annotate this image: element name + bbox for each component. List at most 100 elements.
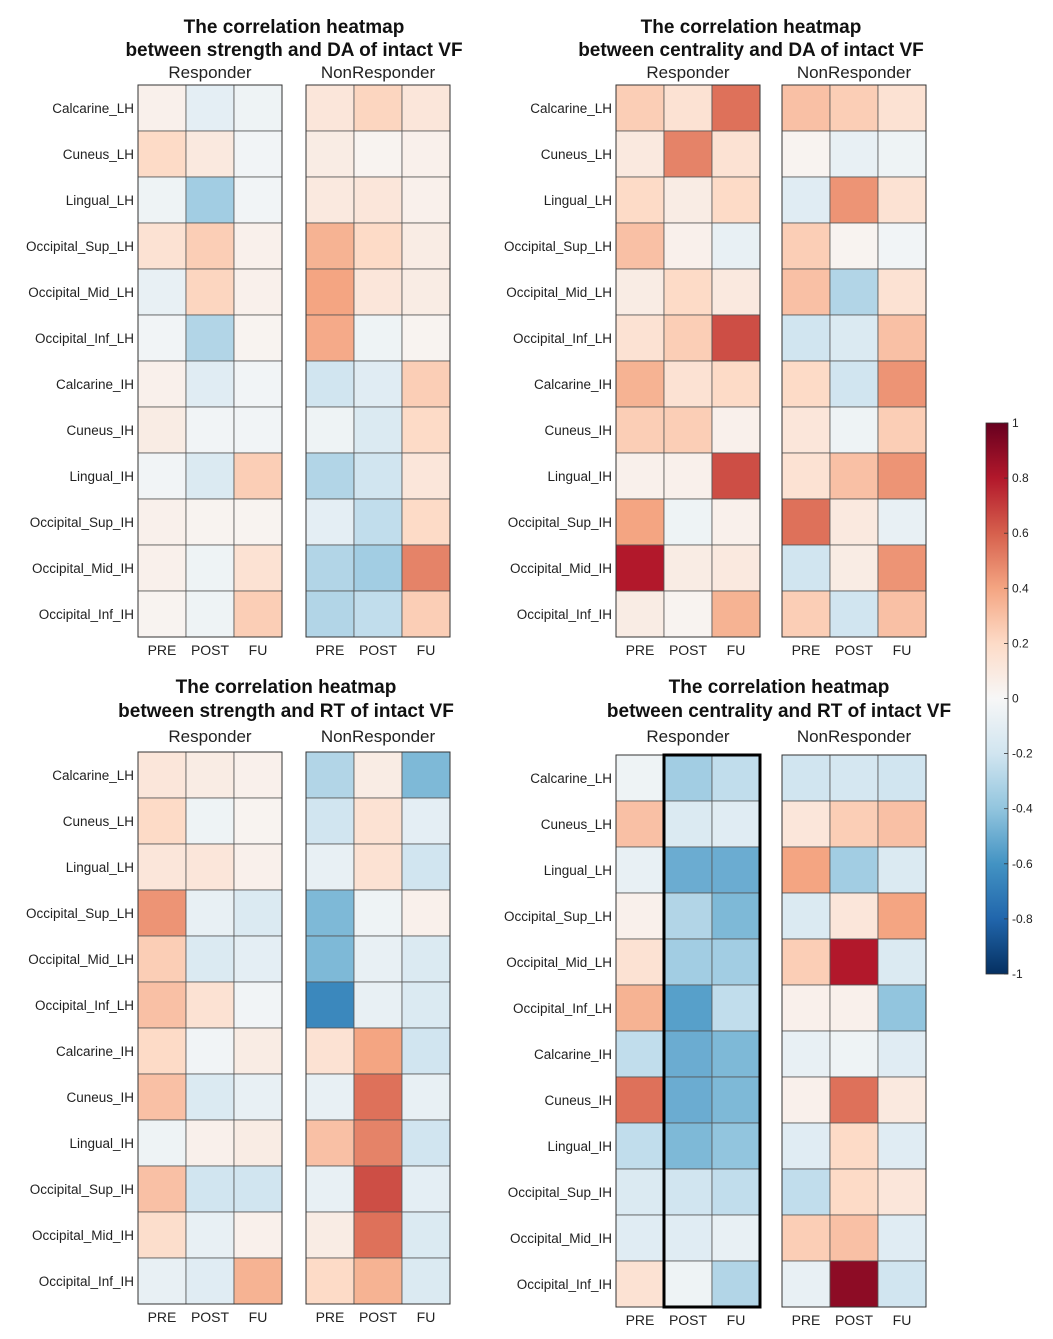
panel-title-line2: between strength and RT of intact VF bbox=[118, 701, 454, 722]
heatmap-cell bbox=[781, 892, 831, 940]
heatmap-cell bbox=[185, 268, 235, 316]
heatmap-cell bbox=[137, 797, 187, 845]
heatmap-cell bbox=[711, 360, 761, 408]
heatmap-cell bbox=[711, 800, 761, 848]
heatmap-cell bbox=[137, 1073, 187, 1121]
heatmap-cell bbox=[711, 984, 761, 1032]
row-label: Lingual_IH bbox=[69, 1136, 134, 1151]
heatmap-cell bbox=[877, 800, 927, 848]
heatmap-cell bbox=[401, 981, 451, 1029]
heatmap-cell bbox=[663, 84, 713, 132]
heatmap-cell bbox=[233, 889, 283, 937]
heatmap-cell bbox=[615, 452, 665, 500]
heatmap-cell bbox=[353, 935, 403, 983]
panel-title-line2: between centrality and DA of intact VF bbox=[578, 40, 924, 61]
heatmap-cell bbox=[353, 1073, 403, 1121]
column-label: PRE bbox=[148, 642, 177, 658]
heatmap-cell bbox=[877, 544, 927, 592]
panel-title-line2: between strength and DA of intact VF bbox=[125, 40, 462, 61]
heatmap-cell bbox=[877, 754, 927, 802]
heatmap-cell bbox=[137, 130, 187, 178]
row-label: Occipital_Sup_LH bbox=[504, 239, 612, 254]
heatmap-cell bbox=[305, 1073, 355, 1121]
heatmap-cell bbox=[401, 84, 451, 132]
heatmap-cell bbox=[401, 889, 451, 937]
heatmap-cell bbox=[233, 935, 283, 983]
heatmap-cell bbox=[711, 1214, 761, 1262]
heatmap-cell bbox=[305, 1257, 355, 1305]
group-frame bbox=[781, 84, 927, 638]
heatmap-cell bbox=[137, 1119, 187, 1167]
heatmap-cell bbox=[781, 452, 831, 500]
heatmap-cell bbox=[233, 406, 283, 454]
row-label: Cuneus_LH bbox=[541, 147, 612, 162]
heatmap-cell bbox=[137, 176, 187, 224]
heatmap-cell bbox=[877, 314, 927, 362]
row-label: Lingual_LH bbox=[544, 863, 612, 878]
heatmap-cell bbox=[615, 590, 665, 638]
group-label: NonResponder bbox=[797, 727, 912, 746]
heatmap-cell bbox=[781, 800, 831, 848]
panel-title-line1: The correlation heatmap bbox=[176, 677, 397, 698]
heatmap-cell bbox=[663, 452, 713, 500]
heatmap-cell bbox=[185, 797, 235, 845]
heatmap-cell bbox=[305, 1119, 355, 1167]
row-label: Occipital_Inf_IH bbox=[39, 607, 134, 622]
heatmap-cell bbox=[137, 1027, 187, 1075]
heatmap-cell bbox=[137, 544, 187, 592]
heatmap-cell bbox=[781, 360, 831, 408]
heatmap-cell bbox=[137, 222, 187, 270]
highlight-box bbox=[662, 753, 762, 1309]
row-label: Lingual_LH bbox=[66, 860, 134, 875]
heatmap-cell bbox=[829, 130, 879, 178]
heatmap-cell bbox=[305, 1165, 355, 1213]
heatmap-cell bbox=[781, 1168, 831, 1216]
heatmap-cell bbox=[233, 452, 283, 500]
heatmap-cell bbox=[829, 176, 879, 224]
heatmap-cell bbox=[137, 452, 187, 500]
group-frame bbox=[137, 751, 283, 1305]
group-nonresponder: NonResponder PRE POST FU bbox=[781, 727, 927, 1328]
heatmap-cell bbox=[185, 1027, 235, 1075]
row-label: Occipital_Mid_IH bbox=[510, 561, 612, 576]
heatmap-cell bbox=[233, 84, 283, 132]
heatmap-cell bbox=[781, 84, 831, 132]
heatmap-cell bbox=[233, 222, 283, 270]
heatmap-cell bbox=[233, 498, 283, 546]
heatmap-cell bbox=[877, 498, 927, 546]
column-label: PRE bbox=[626, 642, 655, 658]
heatmap-cell bbox=[663, 544, 713, 592]
heatmap-cell bbox=[877, 1214, 927, 1262]
group-label: Responder bbox=[168, 63, 252, 82]
heatmap-cell bbox=[615, 544, 665, 592]
group-responder: Responder PRE POST FU bbox=[615, 63, 761, 658]
heatmap-cell bbox=[305, 843, 355, 891]
heatmap-cell bbox=[877, 360, 927, 408]
column-label: FU bbox=[417, 1309, 436, 1325]
heatmap-cell bbox=[401, 498, 451, 546]
group-nonresponder: NonResponder PRE POST FU bbox=[781, 63, 927, 658]
heatmap-cell bbox=[353, 1119, 403, 1167]
heatmap-cell bbox=[663, 406, 713, 454]
heatmap-cell bbox=[829, 846, 879, 894]
group-responder: Responder PRE POST FU bbox=[137, 727, 283, 1325]
row-label: Calcarine_IH bbox=[56, 1044, 134, 1059]
colorbar: 1 0.8 0.6 0.4 0.2 0 -0.2 -0.4 -0.6 -0.8 -1 bbox=[985, 416, 1033, 981]
column-label: FU bbox=[727, 642, 746, 658]
heatmap-cell bbox=[829, 1076, 879, 1124]
heatmap-cell bbox=[877, 938, 927, 986]
heatmap-cell bbox=[353, 360, 403, 408]
heatmap-cell bbox=[137, 406, 187, 454]
heatmap-cell bbox=[353, 1165, 403, 1213]
heatmap-cell bbox=[233, 1073, 283, 1121]
heatmap-cell bbox=[185, 544, 235, 592]
heatmap-cell bbox=[781, 984, 831, 1032]
heatmap-cell bbox=[615, 222, 665, 270]
group-responder: Responder PRE POST FU bbox=[615, 727, 762, 1328]
heatmap-cell bbox=[233, 751, 283, 799]
heatmap-cell bbox=[137, 843, 187, 891]
heatmap-cell bbox=[615, 1214, 665, 1262]
heatmap-cell bbox=[615, 1076, 665, 1124]
heatmap-cell bbox=[829, 544, 879, 592]
